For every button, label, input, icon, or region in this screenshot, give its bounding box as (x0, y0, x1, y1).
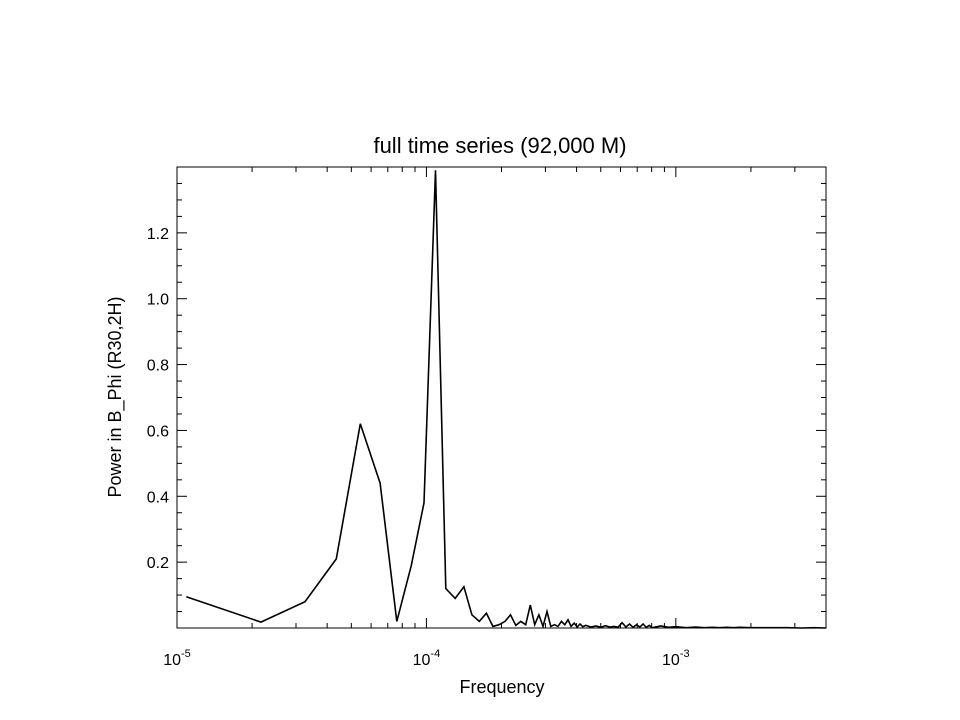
x-axis-label: Frequency (459, 677, 544, 697)
plot-frame (176, 166, 827, 629)
x-tick-exponent: -5 (181, 648, 191, 660)
power-series-line (186, 170, 827, 630)
chart-title: full time series (92,000 M) (373, 133, 626, 158)
x-tick-label: 10-4 (413, 648, 441, 669)
y-tick-label: 0.2 (147, 555, 169, 572)
y-tick-label: 1.2 (147, 226, 169, 243)
y-tick-label: 0.8 (147, 358, 169, 375)
x-tick-base: 10 (163, 652, 181, 669)
y-tick-label: 1.0 (147, 292, 169, 309)
y-tick-label: 0.4 (147, 489, 169, 506)
y-axis-label: Power in B_Phi (R30,2H) (105, 296, 126, 497)
x-tick-exponent: -3 (680, 648, 690, 660)
y-axis-ticks: 0.2 0.4 0.6 0.8 1.0 1.2 (147, 182, 826, 613)
x-tick-label: 10-5 (163, 648, 191, 669)
x-tick-base: 10 (413, 652, 431, 669)
x-tick-exponent: -4 (430, 648, 440, 660)
x-tick-base: 10 (662, 652, 680, 669)
x-tick-label: 10-3 (662, 648, 690, 669)
y-tick-label: 0.6 (147, 423, 169, 440)
x-axis-ticks: 10-5 10-4 10-3 (163, 167, 827, 669)
